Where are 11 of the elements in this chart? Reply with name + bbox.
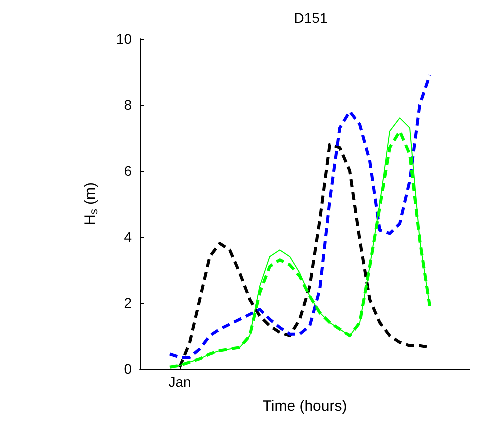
y-axis-title: Hs (m) xyxy=(82,182,100,226)
line-series xyxy=(168,74,432,359)
x-tick-label: Jan xyxy=(168,374,192,390)
y-tick-label: 10 xyxy=(116,31,132,47)
y-tick-label: 6 xyxy=(124,163,132,179)
y-tick-label: 2 xyxy=(124,295,132,311)
y-tick-label: 4 xyxy=(124,229,132,245)
chart-title: D151 xyxy=(294,10,328,26)
x-axis-title: Time (hours) xyxy=(262,398,348,415)
y-tick-label: 8 xyxy=(124,97,132,113)
y-tick-label: 0 xyxy=(124,361,132,377)
